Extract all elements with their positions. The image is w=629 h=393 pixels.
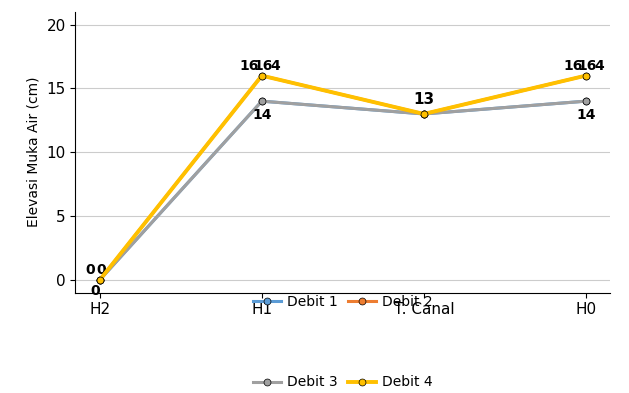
Text: 4: 4 [271,59,281,73]
Text: 14: 14 [576,108,596,122]
Debit 4 [96,277,104,282]
Debit 1 [420,112,428,116]
Debit 2 [582,73,589,78]
Text: 16: 16 [240,59,259,73]
Debit 4 [582,73,589,78]
Text: 16: 16 [564,59,583,73]
Text: 0: 0 [91,284,101,298]
Line: Debit 3: Debit 3 [96,98,589,283]
Debit 1 [582,99,589,103]
Line: Debit 2: Debit 2 [96,72,589,283]
Legend: Debit 3, Debit 4: Debit 3, Debit 4 [248,370,438,393]
Debit 3 [96,277,104,282]
Debit 2 [96,277,104,282]
Debit 3 [420,112,428,116]
Debit 1 [258,99,265,103]
Debit 1 [96,277,104,282]
Text: 4: 4 [595,59,604,73]
Line: Debit 1: Debit 1 [96,98,589,283]
Debit 3 [258,99,265,103]
Text: 13: 13 [413,92,435,107]
Debit 2 [420,112,428,116]
Debit 4 [258,73,265,78]
Text: 0: 0 [86,263,95,277]
Y-axis label: Elevasi Muka Air (cm): Elevasi Muka Air (cm) [27,77,41,228]
Debit 4 [420,112,428,116]
Text: 16: 16 [253,59,273,73]
Debit 2 [258,73,265,78]
Text: 14: 14 [252,108,272,122]
Text: 0: 0 [96,263,106,277]
Line: Debit 4: Debit 4 [96,72,589,283]
Text: 16: 16 [577,59,597,73]
Debit 3 [582,99,589,103]
